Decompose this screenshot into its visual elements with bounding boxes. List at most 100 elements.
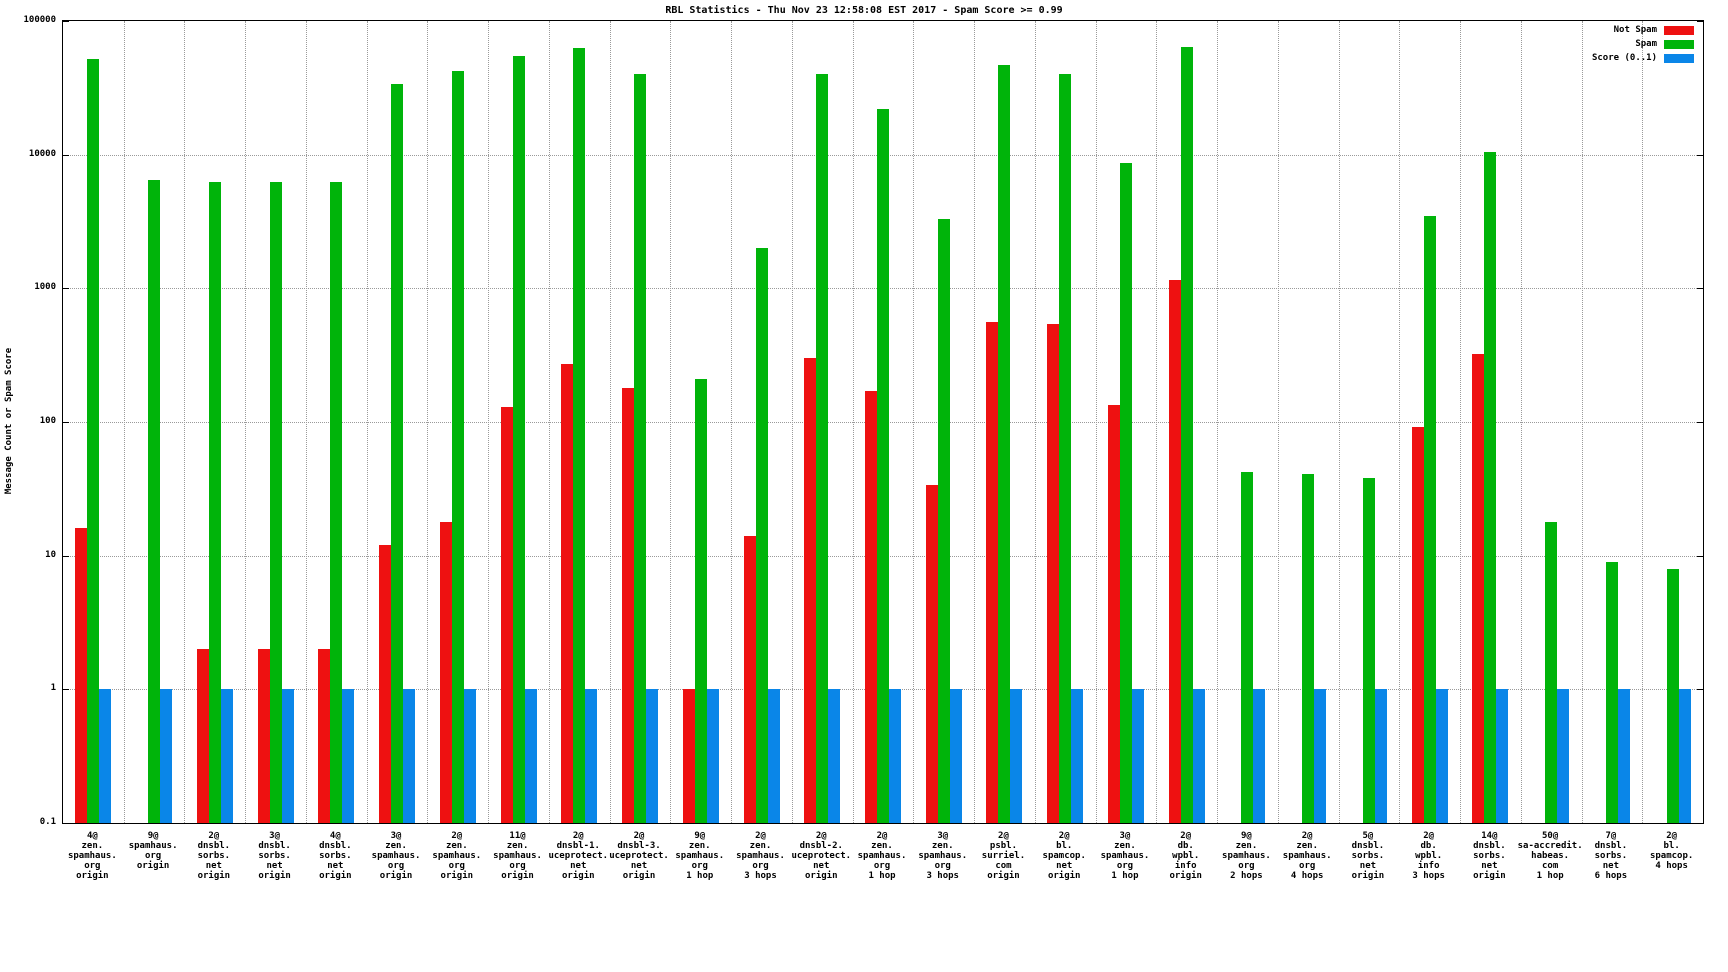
y-axis-tick-mark: [1697, 422, 1703, 423]
bar-score-0-1: [585, 689, 598, 823]
y-axis-tick-mark: [1697, 689, 1703, 691]
x-tick-label: 7@ dnsbl. sorbs. net 6 hops: [1594, 831, 1628, 881]
bar-not-spam: [500, 406, 513, 823]
bar-score-0-1: [1010, 689, 1023, 823]
grid-line-vertical: [1581, 21, 1583, 823]
bar-spam: [1180, 46, 1193, 823]
y-axis-tick-mark: [1697, 21, 1703, 22]
grid-line-vertical: [305, 21, 307, 823]
grid-line-vertical: [913, 21, 915, 823]
bar-score-0-1: [342, 689, 355, 823]
x-tick-label: 3@ zen. spamhaus. org origin: [371, 831, 421, 881]
bar-score-0-1: [1131, 689, 1144, 823]
bar-spam: [1119, 163, 1132, 823]
x-tick-label: 2@ db. wpbl. info 3 hops: [1412, 831, 1445, 881]
legend-entry: Spam: [1592, 39, 1694, 49]
bar-score-0-1: [160, 689, 173, 823]
bar-spam: [1362, 478, 1375, 823]
bar-score-0-1: [1192, 689, 1205, 823]
x-tick-label: 2@ db. wpbl. info origin: [1169, 831, 1202, 881]
bar-spam: [87, 58, 100, 823]
y-axis-tick-mark: [63, 823, 69, 824]
grid-line-vertical: [488, 21, 490, 823]
bar-spam: [391, 83, 404, 823]
x-tick-label: 3@ zen. spamhaus. org 1 hop: [1100, 831, 1150, 881]
bar-spam: [1484, 151, 1497, 823]
plot-area: [62, 20, 1704, 824]
y-tick-label: 100000: [23, 15, 56, 25]
x-tick-label: 2@ psbl. surriel. com origin: [981, 831, 1026, 881]
x-tick-label: 2@ bl. spamcop. 4 hops: [1649, 831, 1694, 871]
x-tick-label: 9@ spamhaus. org origin: [128, 831, 178, 871]
x-tick-label: 50@ sa-accredit. habeas. com 1 hop: [1517, 831, 1583, 881]
bar-score-0-1: [1253, 689, 1266, 823]
x-tick-label: 2@ dnsbl. sorbs. net origin: [197, 831, 231, 881]
x-tick-label: 2@ dnsbl-3. uceprotect. net origin: [609, 831, 669, 881]
grid-line-vertical: [548, 21, 550, 823]
bar-spam: [877, 108, 889, 823]
bar-score-0-1: [220, 689, 233, 823]
grid-line-vertical: [366, 21, 368, 823]
bar-score-0-1: [949, 689, 962, 823]
grid-line-vertical: [1642, 21, 1644, 823]
bar-not-spam: [196, 649, 209, 823]
bar-spam: [634, 74, 647, 823]
x-tick-label: 2@ dnsbl-1. uceprotect. net origin: [548, 831, 609, 881]
y-tick-label: 0.1: [39, 817, 56, 827]
y-tick-label: 1: [50, 683, 56, 694]
grid-line-vertical: [1460, 21, 1462, 823]
y-axis-tick-mark: [63, 689, 69, 691]
x-tick-label: 2@ bl. spamcop. net origin: [1042, 831, 1086, 881]
legend-label: Score (0..1): [1591, 53, 1657, 63]
bar-not-spam: [1411, 426, 1424, 823]
bar-not-spam: [318, 649, 331, 823]
grid-line-vertical: [1277, 21, 1279, 823]
legend-swatch-icon: [1664, 25, 1694, 35]
grid-line-vertical: [731, 21, 733, 823]
bar-score-0-1: [706, 689, 719, 823]
bar-spam: [998, 64, 1011, 823]
bar-not-spam: [743, 536, 756, 823]
x-tick-label: 14@ dnsbl. sorbs. net origin: [1473, 831, 1506, 881]
bar-spam: [1605, 561, 1618, 823]
bar-score-0-1: [281, 689, 294, 823]
x-tick-label: 2@ zen. spamhaus. org 3 hops: [736, 831, 785, 881]
bar-score-0-1: [1678, 689, 1691, 823]
grid-line-vertical: [609, 21, 611, 823]
bar-spam: [694, 378, 707, 823]
grid-line-vertical: [1520, 21, 1522, 823]
grid-line-vertical: [1156, 21, 1158, 823]
y-axis-tick-mark: [63, 555, 69, 557]
bar-spam: [451, 71, 464, 823]
bar-spam: [269, 181, 282, 823]
bar-score-0-1: [889, 689, 901, 823]
grid-line-vertical: [974, 21, 976, 823]
y-axis-tick-mark: [63, 288, 69, 290]
grid-line-vertical: [123, 21, 125, 823]
bar-score-0-1: [1435, 689, 1448, 823]
grid-line-vertical: [852, 21, 854, 823]
bar-spam: [1302, 473, 1315, 823]
bar-score-0-1: [767, 689, 780, 823]
y-tick-label: 10: [45, 549, 56, 560]
bar-score-0-1: [828, 689, 841, 823]
bar-not-spam: [439, 521, 452, 823]
y-tick-label: 1000: [34, 282, 56, 293]
y-axis-tick-mark: [1697, 555, 1703, 557]
x-tick-label: 3@ zen. spamhaus. org 3 hops: [918, 831, 968, 881]
x-tick-label: 9@ zen. spamhaus. org 2 hops: [1222, 831, 1271, 881]
y-axis-tick-mark: [63, 154, 69, 156]
grid-line-vertical: [245, 21, 247, 823]
bar-spam: [573, 47, 586, 823]
y-axis-tick-mark: [63, 422, 69, 423]
x-tick-label: 2@ zen. spamhaus. org origin: [432, 831, 482, 881]
bar-spam: [1545, 521, 1558, 823]
legend-entry: Score (0..1): [1592, 53, 1694, 63]
grid-line-vertical: [1217, 21, 1219, 823]
x-tick-label: 5@ dnsbl. sorbs. net origin: [1351, 831, 1385, 881]
y-axis-tick-mark: [1697, 154, 1703, 156]
bar-spam: [208, 182, 221, 823]
bar-spam: [816, 74, 829, 823]
grid-line-vertical: [427, 21, 429, 823]
